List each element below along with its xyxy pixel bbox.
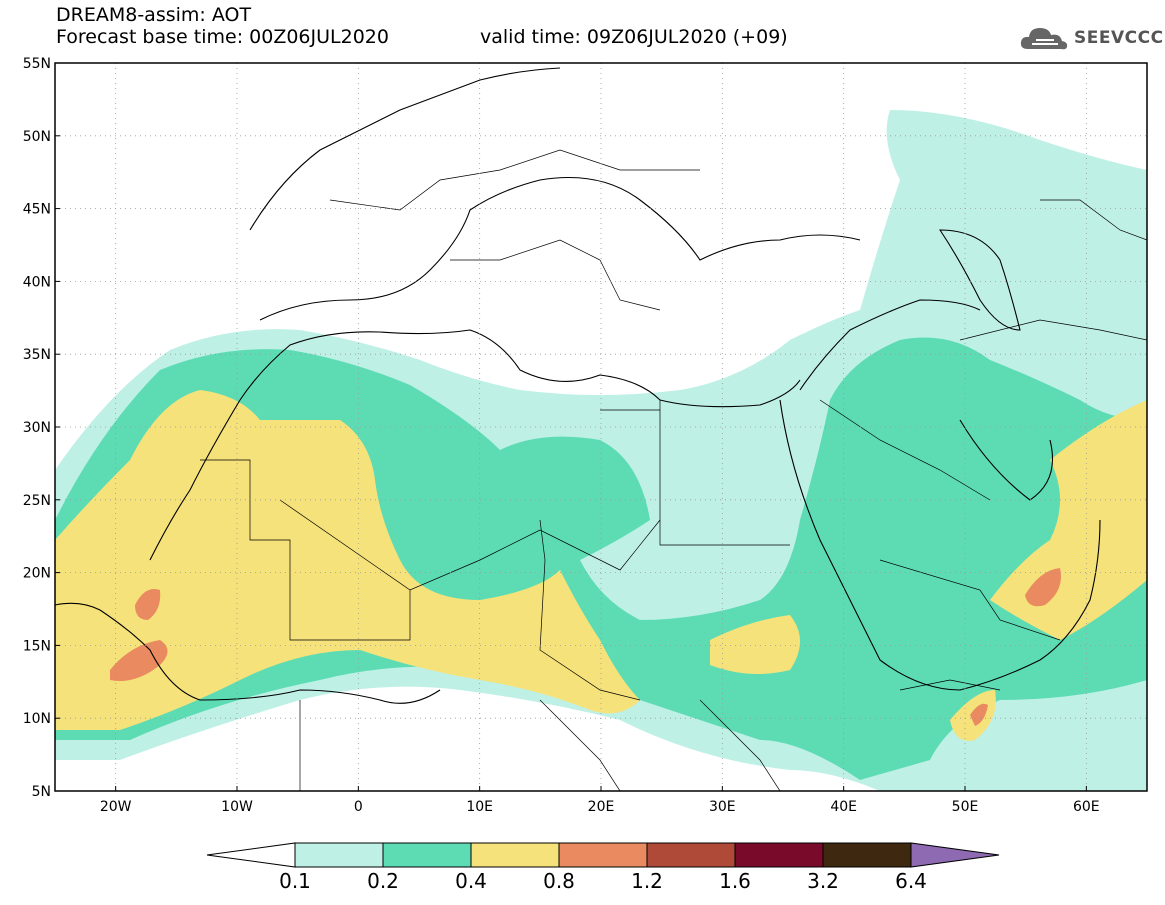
- lon-label: 50E: [952, 799, 979, 815]
- lat-label: 25N: [23, 493, 51, 509]
- lat-label: 20N: [23, 566, 51, 582]
- lon-label: 60E: [1073, 799, 1100, 815]
- latitude-labels: 55N 50N 45N 40N 35N 30N 25N 20N 15N 10N 5N: [23, 56, 60, 800]
- lat-label: 55N: [23, 56, 51, 72]
- aot-band-0.8-oman: [1025, 568, 1061, 607]
- lat-label: 35N: [23, 347, 51, 363]
- lat-label: 40N: [23, 274, 51, 290]
- aot-band-0.8-mauritania: [135, 589, 161, 620]
- lat-label: 10N: [23, 711, 51, 727]
- lat-label: 30N: [23, 420, 51, 436]
- lon-label: 20E: [588, 799, 615, 815]
- seevccc-logo: SEEVCCC: [1018, 22, 1164, 54]
- aot-band-0.4-arabia: [990, 400, 1147, 640]
- lat-label: 50N: [23, 129, 51, 145]
- lon-label: 40E: [830, 799, 857, 815]
- cloud-icon: [1020, 28, 1068, 50]
- aot-band-0.4-west: [55, 390, 640, 730]
- country-borders: [200, 149, 1147, 791]
- aot-band-0.8-senegal: [110, 640, 168, 681]
- coastlines: [55, 67, 1101, 704]
- lat-label: 45N: [23, 202, 51, 218]
- model-title: DREAM8-assim: AOT: [56, 4, 252, 26]
- lon-label: 30E: [709, 799, 736, 815]
- lat-label: 5N: [32, 784, 51, 800]
- lon-label: 20W: [100, 799, 132, 815]
- longitude-labels: 20W 10W 0 10E 20E 30E 40E 50E 60E: [100, 786, 1100, 815]
- lon-label: 10E: [466, 799, 493, 815]
- aot-band-0.4-ethiopia: [710, 615, 800, 674]
- valid-time: valid time: 09Z06JUL2020 (+09): [480, 26, 788, 48]
- gridlines: [55, 63, 1147, 791]
- lat-label: 15N: [23, 638, 51, 654]
- lon-label: 10W: [221, 799, 253, 815]
- aot-contours: [55, 110, 1147, 791]
- logo-text: SEEVCCC: [1074, 28, 1164, 48]
- lon-label: 0: [354, 799, 363, 815]
- forecast-base-time: Forecast base time: 00Z06JUL2020: [56, 26, 389, 48]
- aot-band-0.8-somalia: [970, 703, 988, 726]
